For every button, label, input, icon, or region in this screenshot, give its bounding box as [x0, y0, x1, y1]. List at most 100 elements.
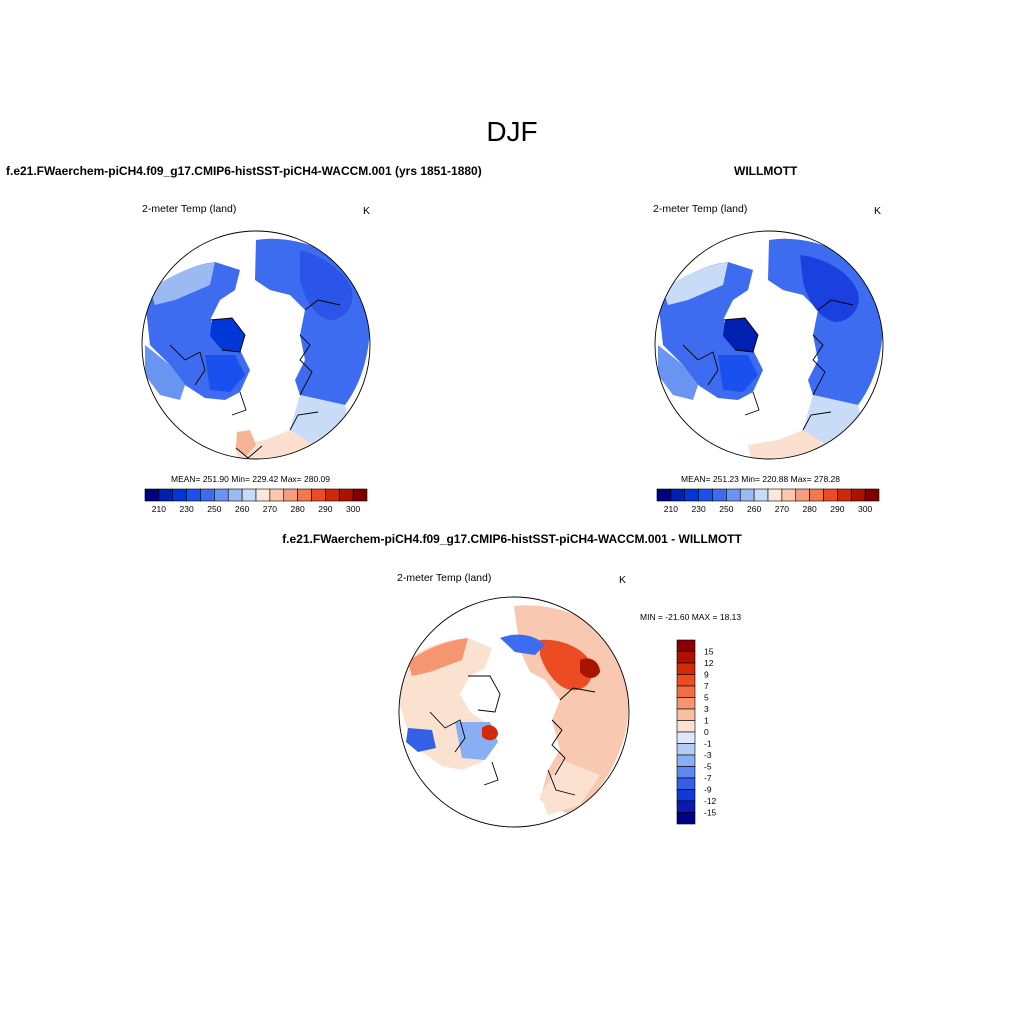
panel2-region-eurasia — [768, 238, 883, 405]
panel2-colorbar-tick-label: 260 — [747, 504, 761, 514]
panel1-colorbar-tick-label: 250 — [207, 504, 221, 514]
panel2-colorbar-tick-label: 300 — [858, 504, 872, 514]
panel1-colorbar-tick-label: 230 — [180, 504, 194, 514]
panel3-colorbar-swatch — [676, 812, 696, 825]
panel3-colorbar-swatch — [676, 639, 696, 652]
panel3-colorbar-swatch — [676, 697, 696, 710]
panel2-units-label: K — [874, 205, 882, 217]
panel3-variable-label: 2-meter Temp (land) — [397, 572, 492, 584]
panel2-map-border — [654, 230, 884, 460]
panel1-colorbar-swatch — [227, 488, 243, 502]
panel2-colorbar-swatch — [823, 488, 838, 502]
panel2-variable-label: 2-meter Temp (land) — [653, 203, 748, 215]
panel1-stats: MEAN= 251.90 Min= 229.42 Max= 280.09 — [171, 474, 331, 484]
panel3-region-greenland — [466, 676, 500, 712]
panel2-colorbar-tick-label: 290 — [830, 504, 844, 514]
panel3-colorbar-tick-label: 0 — [704, 727, 709, 737]
panel3-colorbar-tick-label: 5 — [704, 693, 709, 703]
panel3-colorbar-swatch — [676, 766, 696, 779]
panel2-colorbar-swatch — [781, 488, 797, 502]
panel1-region-north-africa — [235, 430, 330, 459]
panel1-colorbar-swatch — [255, 488, 271, 502]
panel2-colorbar-tick-label: 270 — [775, 504, 789, 514]
panel1-colorbar-swatch — [325, 488, 340, 502]
panel2-colorbar-swatch — [767, 488, 783, 502]
panel1-colorbar-swatch — [172, 488, 187, 502]
panel3-colorbar-swatch — [676, 674, 696, 687]
panel3-colorbar-swatch — [676, 651, 696, 664]
panel1-colorbar: 210 230 250 260 270 280 290 300 — [144, 488, 368, 514]
panel1-variable-label: 2-meter Temp (land) — [142, 203, 237, 215]
panel1-region-hudson — [205, 355, 245, 392]
panel2-colorbar-swatch — [809, 488, 824, 502]
panel3-colorbar-swatch — [676, 662, 696, 675]
panel2-region-alaska — [663, 262, 728, 305]
panel1-colorbar-tick-label: 210 — [152, 504, 166, 514]
panel2-colorbar-swatch — [726, 488, 741, 502]
panel2-region-hudson — [718, 355, 758, 392]
panel3-region-africa — [540, 760, 600, 815]
panel1-title: f.e21.FWaerchem-piCH4.f09_g17.CMIP6-hist… — [6, 164, 482, 178]
panel1-region-alaska — [150, 262, 215, 305]
panel3-colorbar-swatch — [676, 708, 696, 721]
figure-title: DJF — [486, 116, 538, 147]
panel1-map-border — [141, 230, 371, 460]
panel3-colorbar-tick-label: -7 — [704, 773, 712, 783]
panel3-colorbar-tick-label: -9 — [704, 785, 712, 795]
panel3-region-siberia-warm — [540, 639, 593, 691]
panel3-colorbar-tick-label: -3 — [704, 750, 712, 760]
panel2-colorbar-tick-label: 210 — [664, 504, 678, 514]
panel3-colorbar-tick-label: 9 — [704, 670, 709, 680]
panel3-colorbar-swatch — [676, 731, 696, 744]
panel3-colorbar-tick-label: 12 — [704, 658, 714, 668]
panel3-map-border — [398, 596, 630, 828]
panel1-colorbar-swatch — [297, 488, 312, 502]
panel1-units-label: K — [363, 205, 371, 217]
panel1-colorbar-tick-label: 280 — [291, 504, 305, 514]
panel2-colorbar-swatch — [698, 488, 713, 502]
panel1-colorbar-tick-label: 270 — [263, 504, 277, 514]
panel3-colorbar-tick-label: -5 — [704, 762, 712, 772]
panel2-colorbar-swatch — [656, 488, 672, 502]
panel3-region-arctic-cold — [500, 634, 545, 655]
panel1-colorbar-tick-label: 300 — [346, 504, 360, 514]
panel3-colorbar-tick-label: 15 — [704, 647, 714, 657]
panel3-units-label: K — [619, 574, 627, 586]
panel2-colorbar-swatch — [684, 488, 699, 502]
panel2-colorbar-tick-label: 230 — [692, 504, 706, 514]
panel2-colorbar-swatch — [850, 488, 866, 502]
panel3-region-hudson-warm — [482, 725, 498, 741]
panel1-colorbar-tick-label: 260 — [235, 504, 249, 514]
panel3-colorbar-tick-label: 1 — [704, 716, 709, 726]
panel2-colorbar-swatch — [837, 488, 852, 502]
panel3-colorbar-tick-label: 3 — [704, 704, 709, 714]
panel2-colorbar-swatch — [739, 488, 755, 502]
panel3-region-labrador-cold — [406, 728, 436, 752]
panel2-colorbar-swatch — [670, 488, 686, 502]
panel3-stats: MIN = -21.60 MAX = 18.13 — [640, 612, 742, 622]
panel2-colorbar-swatch — [795, 488, 810, 502]
panel2-colorbar: 210 230 250 260 270 280 290 300 — [656, 488, 880, 514]
panel3-colorbar-swatch — [676, 789, 696, 802]
panel1-colorbar-swatch — [352, 488, 368, 502]
panel2-colorbar-tick-label: 250 — [719, 504, 733, 514]
panel3-colorbar-swatch — [676, 800, 696, 813]
panel1-region-greenland — [210, 318, 245, 352]
panel2-colorbar-tick-label: 280 — [803, 504, 817, 514]
panel3-map — [398, 596, 630, 828]
panel1-colorbar-swatch — [269, 488, 285, 502]
panel1-colorbar-swatch — [311, 488, 326, 502]
panel3-region-alaska — [408, 638, 468, 676]
panel1-colorbar-swatch — [283, 488, 298, 502]
panel1-map — [141, 230, 371, 460]
panel1-colorbar-swatch — [186, 488, 201, 502]
panel3-colorbar-swatch — [676, 777, 696, 790]
panel1-colorbar-swatch — [338, 488, 354, 502]
panel1-colorbar-swatch — [214, 488, 229, 502]
panel2-coastlines — [682, 299, 854, 431]
panel2-region-canada-south — [658, 345, 698, 400]
panel3-coastlines — [429, 675, 596, 796]
panel1-coastlines — [169, 299, 341, 459]
